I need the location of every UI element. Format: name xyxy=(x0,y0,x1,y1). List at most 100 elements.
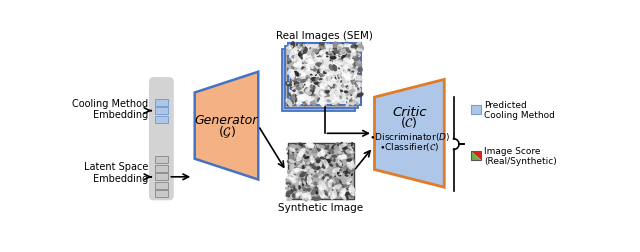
Ellipse shape xyxy=(310,161,316,163)
Ellipse shape xyxy=(305,58,308,65)
Ellipse shape xyxy=(329,60,332,61)
Ellipse shape xyxy=(343,79,349,85)
Ellipse shape xyxy=(340,73,342,76)
Ellipse shape xyxy=(349,191,351,194)
Ellipse shape xyxy=(333,42,337,49)
Ellipse shape xyxy=(289,181,292,183)
Ellipse shape xyxy=(323,93,324,94)
Ellipse shape xyxy=(355,82,359,86)
Ellipse shape xyxy=(296,78,301,82)
Ellipse shape xyxy=(352,54,355,57)
Ellipse shape xyxy=(337,74,342,80)
Ellipse shape xyxy=(298,143,303,147)
Ellipse shape xyxy=(293,87,295,89)
Ellipse shape xyxy=(300,173,305,176)
Ellipse shape xyxy=(323,90,328,94)
Ellipse shape xyxy=(301,145,303,148)
Ellipse shape xyxy=(357,79,363,83)
Ellipse shape xyxy=(335,101,338,102)
Ellipse shape xyxy=(339,56,340,58)
Ellipse shape xyxy=(290,144,292,145)
Ellipse shape xyxy=(289,160,295,164)
Text: Critic: Critic xyxy=(392,106,427,119)
Ellipse shape xyxy=(304,74,307,77)
Ellipse shape xyxy=(304,84,306,86)
Ellipse shape xyxy=(323,178,328,182)
Ellipse shape xyxy=(305,97,314,104)
Ellipse shape xyxy=(324,163,326,166)
Ellipse shape xyxy=(310,86,316,91)
Ellipse shape xyxy=(340,85,344,88)
Ellipse shape xyxy=(326,89,330,95)
Ellipse shape xyxy=(314,57,323,62)
Ellipse shape xyxy=(326,56,328,58)
Ellipse shape xyxy=(347,87,348,89)
FancyBboxPatch shape xyxy=(155,191,168,197)
Ellipse shape xyxy=(312,165,317,170)
Ellipse shape xyxy=(333,179,335,180)
Ellipse shape xyxy=(326,70,330,72)
Ellipse shape xyxy=(308,93,314,99)
Ellipse shape xyxy=(292,171,295,173)
Ellipse shape xyxy=(340,99,345,102)
Ellipse shape xyxy=(343,55,348,58)
Ellipse shape xyxy=(332,164,335,169)
Ellipse shape xyxy=(307,157,309,158)
Ellipse shape xyxy=(332,187,335,190)
Ellipse shape xyxy=(321,81,322,83)
Ellipse shape xyxy=(318,181,323,186)
Ellipse shape xyxy=(291,164,294,170)
Ellipse shape xyxy=(316,161,319,165)
Ellipse shape xyxy=(323,158,326,161)
Ellipse shape xyxy=(349,63,350,65)
Ellipse shape xyxy=(320,61,324,65)
Ellipse shape xyxy=(324,154,328,158)
Ellipse shape xyxy=(333,177,336,179)
Ellipse shape xyxy=(319,174,323,179)
Ellipse shape xyxy=(303,55,312,64)
Ellipse shape xyxy=(356,49,363,53)
Ellipse shape xyxy=(308,148,310,150)
Ellipse shape xyxy=(340,191,346,197)
Ellipse shape xyxy=(337,156,339,157)
Ellipse shape xyxy=(354,81,359,86)
Ellipse shape xyxy=(324,189,326,191)
Ellipse shape xyxy=(310,75,314,77)
Ellipse shape xyxy=(330,81,334,88)
Ellipse shape xyxy=(346,73,348,75)
Ellipse shape xyxy=(304,182,310,187)
Ellipse shape xyxy=(290,78,295,81)
Ellipse shape xyxy=(303,101,308,107)
Ellipse shape xyxy=(311,162,315,164)
Ellipse shape xyxy=(314,197,321,201)
Ellipse shape xyxy=(320,43,326,47)
Ellipse shape xyxy=(335,56,337,57)
Ellipse shape xyxy=(285,99,292,107)
Ellipse shape xyxy=(313,90,315,91)
Ellipse shape xyxy=(295,62,301,68)
Ellipse shape xyxy=(353,75,356,79)
Ellipse shape xyxy=(288,45,292,48)
Ellipse shape xyxy=(286,65,293,70)
Ellipse shape xyxy=(327,176,332,181)
Ellipse shape xyxy=(351,64,356,71)
Ellipse shape xyxy=(323,147,328,154)
Ellipse shape xyxy=(295,170,298,175)
Ellipse shape xyxy=(349,87,353,90)
Ellipse shape xyxy=(326,192,334,197)
Ellipse shape xyxy=(340,156,345,162)
Ellipse shape xyxy=(338,64,340,66)
Ellipse shape xyxy=(349,77,353,83)
Ellipse shape xyxy=(300,83,301,85)
Ellipse shape xyxy=(346,60,349,66)
Ellipse shape xyxy=(302,160,307,165)
Ellipse shape xyxy=(349,90,354,97)
Ellipse shape xyxy=(340,97,342,100)
Ellipse shape xyxy=(351,44,358,49)
Ellipse shape xyxy=(322,185,328,191)
Polygon shape xyxy=(472,151,481,161)
Ellipse shape xyxy=(325,94,330,98)
Ellipse shape xyxy=(314,67,316,70)
Ellipse shape xyxy=(299,60,301,62)
Ellipse shape xyxy=(353,62,357,68)
